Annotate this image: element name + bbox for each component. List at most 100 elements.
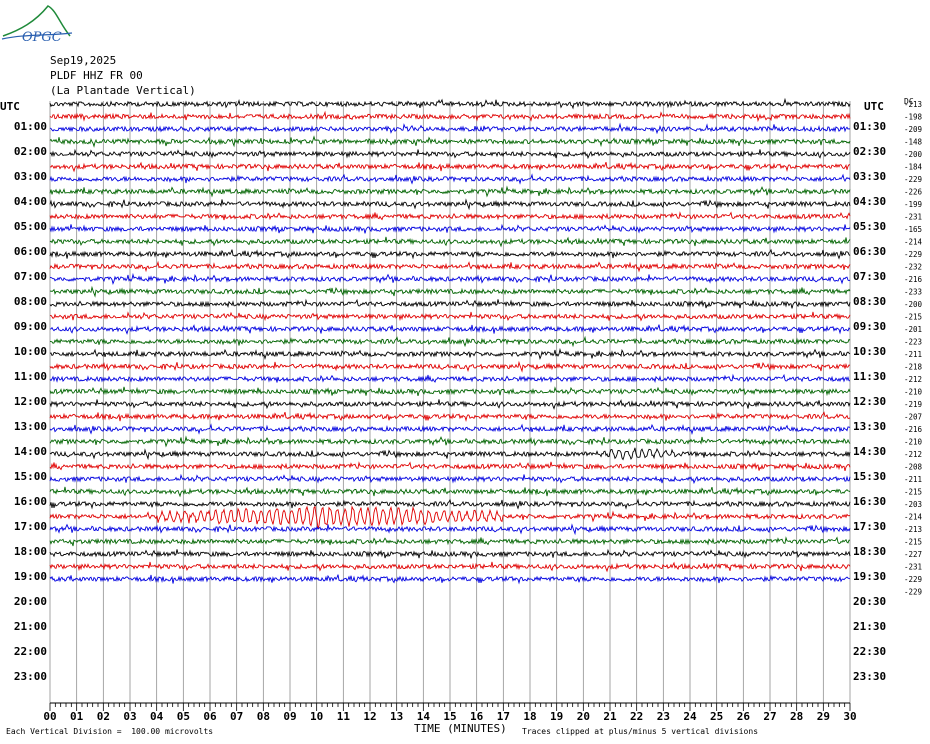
hour-label-left: 23:00 [14, 670, 47, 683]
trace-32 [49, 498, 851, 510]
dc-offset-label: -200 [904, 150, 923, 159]
hour-label-right: 20:30 [853, 595, 886, 608]
x-tick-label: 21 [603, 710, 617, 723]
trace-19 [49, 335, 851, 348]
hour-label-right: 10:30 [853, 345, 886, 358]
hour-label-left: 22:00 [14, 645, 47, 658]
dc-offset-label: -233 [904, 288, 922, 297]
clip-note: Traces clipped at plus/minus 5 vertical … [522, 727, 759, 736]
dc-offset-label: -212 [904, 375, 922, 384]
trace-35 [49, 536, 850, 547]
hour-label-right: 15:30 [853, 470, 886, 483]
trace-20 [49, 347, 851, 361]
hour-label-right: 14:30 [853, 445, 886, 458]
utc-left-label: UTC [0, 100, 20, 113]
dc-offset-label: -216 [904, 425, 923, 434]
trace-2 [49, 122, 851, 135]
hour-label-right: 23:30 [853, 670, 886, 683]
logo-swoosh-icon [1, 32, 73, 40]
dc-offset-label: -218 [904, 363, 923, 372]
dc-offset-label: -215 [904, 313, 922, 322]
trace-3 [49, 135, 851, 148]
dc-offset-label: -227 [904, 550, 922, 559]
dc-offset-label: -212 [904, 450, 922, 459]
x-axis-title: TIME (MINUTES) [414, 722, 507, 735]
dc-offset-label: -213 [904, 525, 922, 534]
dc-offset-label: -207 [904, 413, 922, 422]
x-tick-label: 25 [710, 710, 723, 723]
x-tick-label: 16 [470, 710, 484, 723]
trace-5 [49, 161, 851, 173]
dc-offset-label: -199 [904, 200, 922, 209]
x-tick-label: 02 [97, 710, 110, 723]
hour-label-left: 12:00 [14, 395, 47, 408]
logo-mountain-icon [2, 5, 71, 37]
x-tick-label: 10 [310, 710, 323, 723]
trace-14 [49, 272, 851, 286]
dc-offset-label: -210 [904, 388, 923, 397]
trace-13 [49, 260, 851, 273]
x-tick-label: 19 [550, 710, 563, 723]
station-code: PLDF HHZ FR 00 [50, 69, 143, 82]
hour-label-right: 22:30 [853, 645, 886, 658]
opgc-logo: OPGC [1, 5, 73, 45]
hour-label-left: 16:00 [14, 495, 47, 508]
dc-offset-label: -210 [904, 438, 923, 447]
trace-1 [49, 110, 851, 123]
trace-6 [49, 173, 851, 185]
dc-offset-label: -200 [904, 300, 923, 309]
x-tick-label: 28 [790, 710, 803, 723]
trace-0 [49, 97, 851, 110]
hour-label-right: 03:30 [853, 170, 886, 183]
hour-label-right: 12:30 [853, 395, 886, 408]
dc-offset-label: -209 [904, 125, 922, 134]
hour-label-right: 13:30 [853, 420, 886, 433]
record-date: Sep19,2025 [50, 54, 117, 67]
dc-offset-label: -216 [904, 275, 923, 284]
trace-27 [49, 435, 851, 448]
x-tick-label: 09 [283, 710, 296, 723]
station-location: (La Plantade Vertical) [50, 84, 196, 97]
x-tick-label: 14 [417, 710, 431, 723]
dc-offset-label: -213 [904, 100, 922, 109]
hour-label-left: 21:00 [14, 620, 47, 633]
x-tick-label: 07 [230, 710, 243, 723]
hour-label-left: 02:00 [14, 145, 47, 158]
hour-label-left: 04:00 [14, 195, 47, 208]
hour-label-left: 06:00 [14, 245, 47, 258]
dc-offset-label: -148 [904, 138, 923, 147]
dc-offset-label: -208 [904, 463, 923, 472]
utc-right-label: UTC [864, 100, 884, 113]
dc-offset-label: -231 [904, 563, 922, 572]
x-tick-label: 00 [43, 710, 56, 723]
trace-11 [49, 236, 851, 248]
x-tick-label: 30 [843, 710, 856, 723]
trace-25 [49, 411, 851, 423]
trace-31 [49, 486, 851, 498]
hour-label-right: 06:30 [853, 245, 886, 258]
dc-offset-label: -215 [904, 538, 922, 547]
dc-label: DC [904, 97, 914, 106]
hour-label-left: 18:00 [14, 545, 47, 558]
hour-label-right: 17:30 [853, 520, 886, 533]
trace-8 [49, 198, 851, 211]
trace-9 [49, 211, 851, 221]
x-axis-ticks: 00 01 02 03 04 05 06 07 08 09 10 11 12 13 14 15 16 17 18 19… [43, 702, 857, 723]
dc-offset-label: -165 [904, 225, 922, 234]
x-tick-label: 26 [737, 710, 751, 723]
hour-label-left: 14:00 [14, 445, 47, 458]
hour-label-left: 20:00 [14, 595, 47, 608]
hour-label-left: 19:00 [14, 570, 47, 583]
hour-label-right: 16:30 [853, 495, 886, 508]
trace-37 [49, 561, 851, 573]
dc-offset-label: -229 [904, 175, 922, 184]
dc-offset-label: -214 [904, 238, 923, 247]
dc-offset-label: -184 [904, 163, 923, 172]
dc-offset-label: -232 [904, 263, 922, 272]
hour-label-right: 19:30 [853, 570, 886, 583]
dc-offset-label: -211 [904, 475, 922, 484]
hour-label-right: 08:30 [853, 295, 886, 308]
x-tick-label: 20 [577, 710, 590, 723]
x-tick-label: 23 [657, 710, 670, 723]
